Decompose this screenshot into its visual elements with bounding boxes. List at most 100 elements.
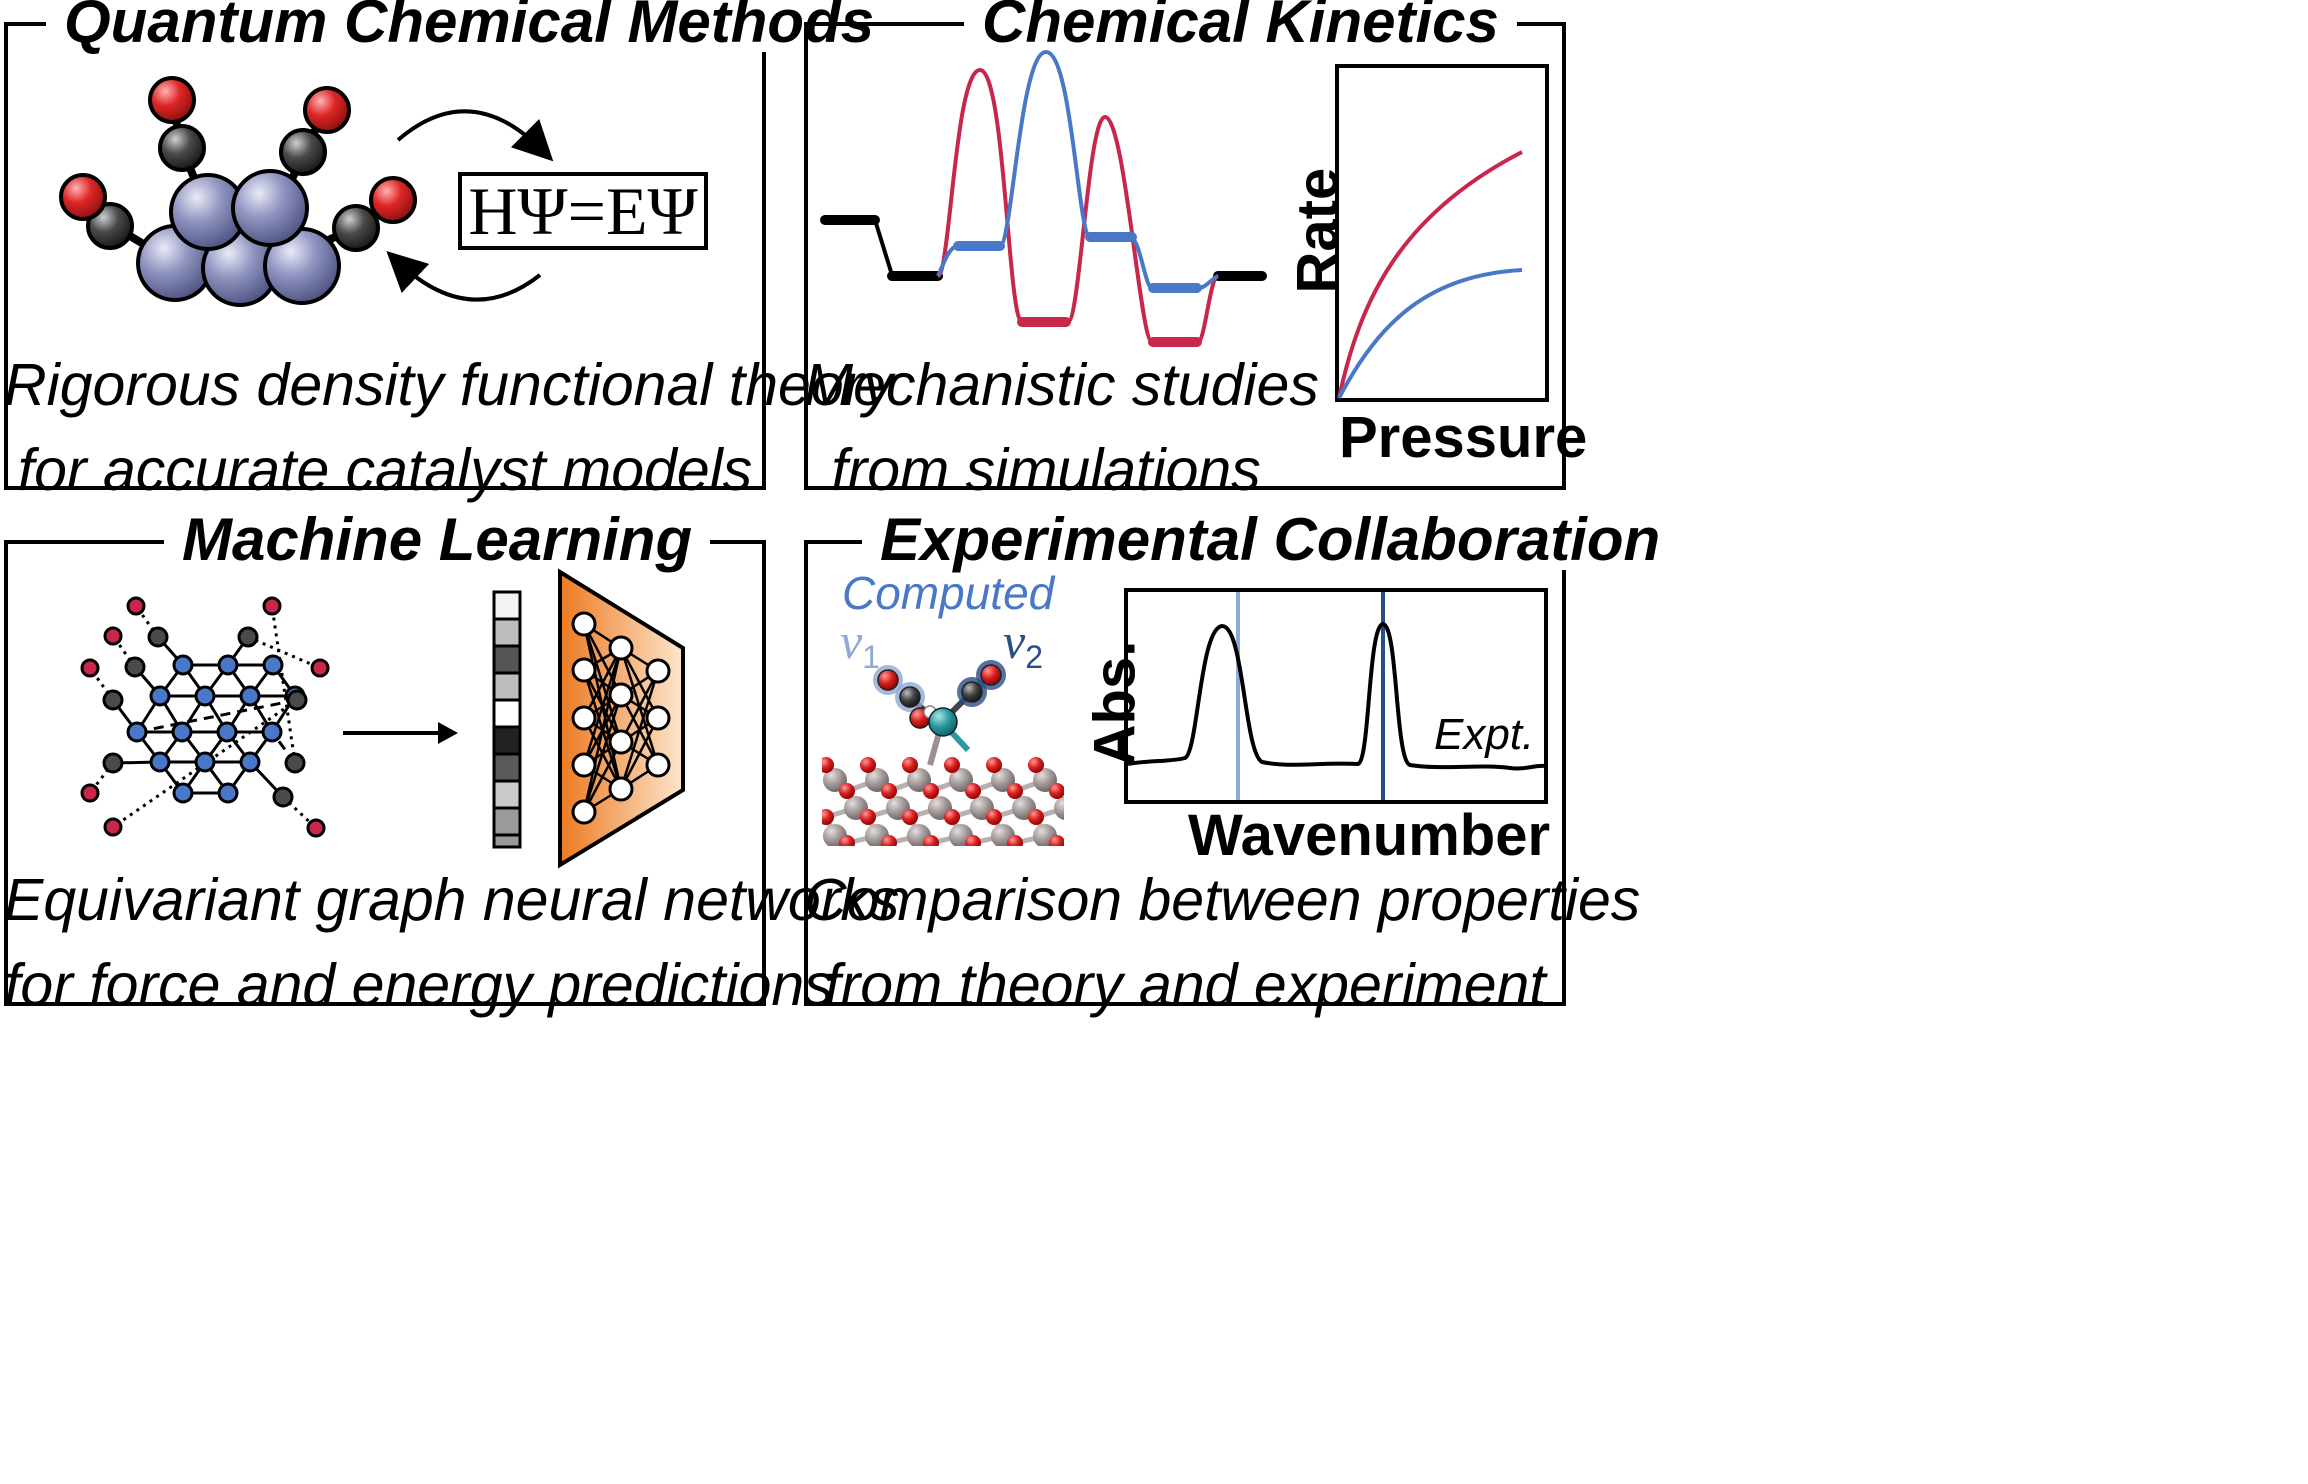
surface-oxygen-atom (1091, 783, 1107, 799)
graph-node-metal (239, 685, 261, 707)
graph-node-oxygen (262, 596, 282, 616)
caption-expt: Comparison between properties from theor… (804, 858, 1640, 1028)
graph-node-carbon (124, 656, 146, 678)
graph-node-metal (194, 751, 216, 773)
surface-oxygen-atom (860, 809, 876, 825)
graph-node-oxygen (103, 817, 123, 837)
graph-node-oxygen (80, 783, 100, 803)
graph-node-oxygen (126, 596, 146, 616)
nu2-subscript: 2 (1025, 639, 1043, 675)
caption-qcm: Rigorous density functional theory for a… (4, 343, 893, 513)
nn-connection (619, 670, 660, 790)
abs-axis-label: Abs. (1082, 640, 1148, 767)
graph-node-carbon (286, 689, 308, 711)
graph-dotted-bond (88, 762, 115, 794)
arrow-bottom (386, 251, 542, 302)
graph-dotted-bond (247, 635, 321, 670)
graph-node-metal (172, 654, 194, 676)
graph-node-carbon (102, 752, 124, 774)
nn-connection (619, 670, 660, 743)
nn-connection (619, 717, 660, 790)
surface-bond (1066, 808, 1078, 817)
arrow-top (396, 109, 554, 162)
graph-node-carbon (272, 786, 294, 808)
caption-qcm-line1: Rigorous density functional theory (4, 352, 893, 418)
nn-neuron (571, 799, 597, 825)
nn-neuron (608, 729, 634, 755)
graph-dotted-bond (112, 698, 298, 829)
nu1-symbol: ν (840, 613, 863, 669)
experimental-trace (1127, 621, 1545, 771)
surface-oxygen-atom (1049, 783, 1064, 799)
surface-oxygen-atom (923, 783, 939, 799)
nn-neuron (645, 705, 671, 731)
graph-node-metal (217, 782, 239, 804)
surface-metal-atom (1054, 796, 1064, 820)
surface-oxygen-atom (1028, 809, 1044, 825)
surface-oxygen-atom (965, 783, 981, 799)
wavenumber-axis-label: Wavenumber (1188, 803, 1551, 868)
nn-connections (582, 622, 660, 814)
nn-connection (582, 647, 623, 719)
nu1-subscript: 1 (862, 639, 880, 675)
surface-oxygen-atom (1070, 809, 1086, 825)
expt-trace-label: Expt. (1434, 710, 1535, 759)
caption-kinetics: Mechanistic studies from simulations (804, 343, 1319, 513)
nn-neurons (571, 611, 671, 825)
surface-oxygen-atom (1091, 835, 1107, 851)
surface-oxygen-atom (1028, 757, 1044, 773)
surface-oxygen-atom (986, 809, 1002, 825)
surface-oxygen-atom (1007, 783, 1023, 799)
nu2-symbol: ν (1003, 613, 1026, 669)
surface-oxygen-atom (881, 783, 897, 799)
graph-node-metal (194, 685, 216, 707)
nn-neuron (608, 682, 634, 708)
pressure-axis-label: Pressure (1339, 405, 1588, 470)
surface-oxygen-atom (902, 809, 918, 825)
caption-expt-line2: from theory and experiment (824, 952, 1546, 1018)
panel-title-qcm: Quantum Chemical Methods (46, 0, 893, 52)
energy-profile-red-levels (1017, 317, 1202, 347)
graph-node-oxygen (103, 626, 123, 646)
graph-node-metal (262, 654, 284, 676)
nn-connection (582, 647, 623, 813)
graph-node-carbon (147, 626, 169, 648)
graph-node-oxygen (306, 818, 326, 838)
nn-connection (582, 741, 623, 813)
nn-neuron (571, 752, 597, 778)
caption-kinetics-line1: Mechanistic studies (804, 352, 1319, 418)
spectrum-frame (1124, 588, 1548, 804)
nn-neuron (571, 611, 597, 637)
caption-ml-line1: Equivariant graph neural networks (4, 867, 900, 933)
graph-node-metal (149, 751, 171, 773)
surface-oxygen-atom (839, 835, 855, 846)
graph-node-metal (172, 782, 194, 804)
nn-neuron (608, 776, 634, 802)
nn-neuron (645, 752, 671, 778)
graph-node-carbon (102, 689, 124, 711)
surface-oxygen-atom (860, 757, 876, 773)
schrodinger-equation: HΨ=EΨ (458, 172, 708, 250)
surface-oxygen-atom (902, 757, 918, 773)
graph-node-carbon (237, 626, 259, 648)
oxide-surface (822, 757, 1107, 851)
surface-oxygen-atom (839, 783, 855, 799)
graph-nodes (80, 596, 330, 838)
surface-oxygen-atom (822, 809, 834, 825)
rate-curve-blue (1337, 268, 1523, 399)
ml-arrow-head (438, 722, 458, 744)
graph-node-carbon (284, 752, 306, 774)
panel-title-kinetics: Chemical Kinetics (964, 0, 1517, 52)
surface-oxygen-atom (965, 835, 981, 846)
surface-oxygen-atom (822, 757, 834, 773)
rate-curve-red (1337, 150, 1523, 399)
energy-profile-black (820, 215, 1267, 281)
rate-plot-frame (1335, 64, 1549, 402)
graph-node-metal (217, 654, 239, 676)
panel-title-expt: Experimental Collaboration (862, 510, 1679, 570)
caption-ml-line2: for force and energy predictions (4, 952, 834, 1018)
metal-cluster (136, 169, 341, 307)
caption-kinetics-line2: from simulations (831, 437, 1261, 503)
